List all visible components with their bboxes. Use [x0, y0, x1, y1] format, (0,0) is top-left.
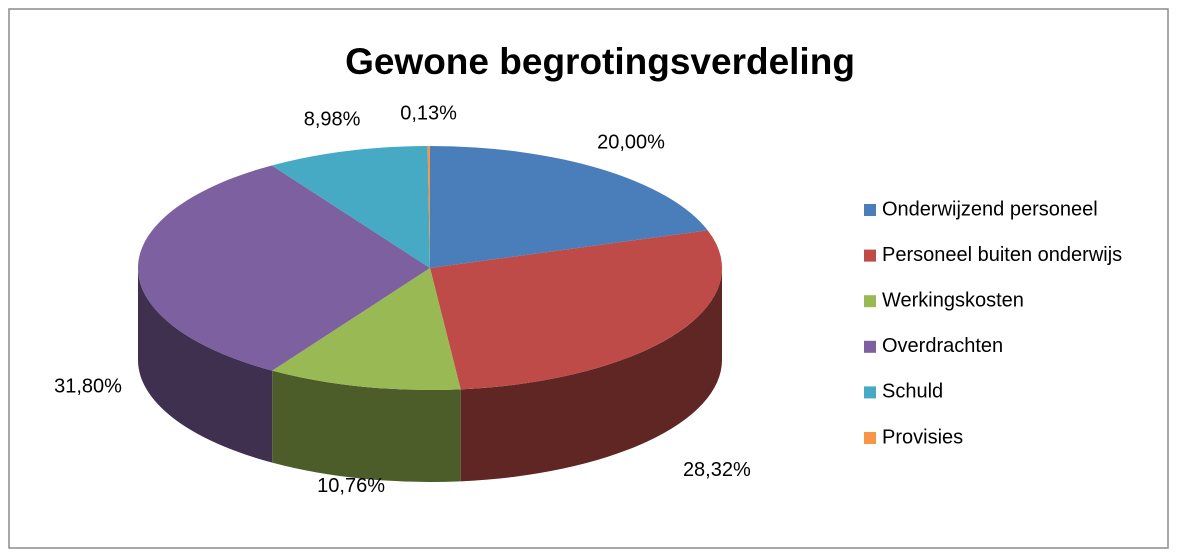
- legend-label: Onderwijzend personeel: [882, 198, 1098, 220]
- legend-label: Schuld: [882, 381, 943, 403]
- slice: [137, 165, 430, 371]
- data-label: 28,32%: [683, 459, 751, 481]
- slice: [271, 146, 430, 268]
- slice: [430, 146, 708, 268]
- slice-side: [272, 370, 461, 482]
- slice: [427, 146, 430, 268]
- legend-label: Personeel buiten onderwijs: [882, 244, 1122, 266]
- data-label: 0,13%: [400, 102, 457, 124]
- chart-title: Gewone begrotingsverdeling: [345, 41, 855, 82]
- data-label: 8,98%: [304, 109, 361, 131]
- legend-label: Provisies: [882, 426, 963, 448]
- legend-label: Overdrachten: [882, 335, 1003, 357]
- legend-swatch: [864, 432, 876, 444]
- data-label: 31,80%: [54, 375, 122, 397]
- legend-swatch: [864, 249, 876, 262]
- legend-label: Werkingskosten: [882, 289, 1024, 311]
- legend-swatch: [864, 340, 876, 353]
- slice: [430, 230, 722, 390]
- data-label: 10,76%: [317, 475, 385, 497]
- legend-swatch: [864, 204, 876, 216]
- slice-side: [460, 268, 722, 482]
- slice-side: [138, 268, 273, 463]
- data-label: 20,00%: [597, 132, 665, 154]
- legend-swatch: [864, 386, 876, 399]
- slice: [272, 268, 461, 390]
- legend-swatch: [864, 295, 876, 308]
